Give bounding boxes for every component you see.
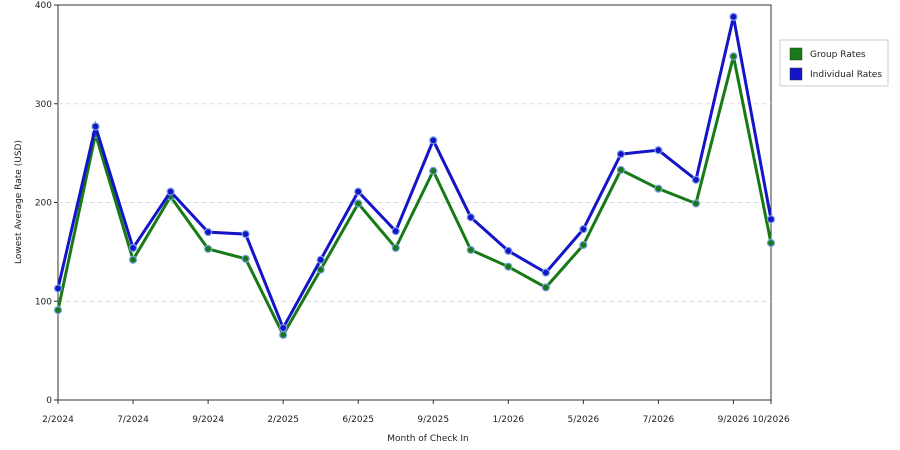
data-point bbox=[241, 254, 250, 263]
data-point bbox=[354, 199, 363, 208]
data-point bbox=[579, 225, 588, 234]
x-tick-label: 9/2026 bbox=[718, 415, 750, 425]
data-point bbox=[729, 52, 738, 61]
data-point bbox=[128, 255, 138, 264]
data-point bbox=[541, 283, 550, 292]
y-axis-label: Lowest Average Rate (USD) bbox=[14, 140, 24, 264]
data-point bbox=[91, 122, 100, 131]
x-tick-label: 7/2026 bbox=[643, 415, 675, 425]
legend-swatch bbox=[789, 67, 803, 81]
data-point bbox=[654, 184, 663, 193]
data-point bbox=[654, 146, 663, 155]
x-tick-label: 2/2025 bbox=[267, 415, 299, 425]
data-point bbox=[766, 238, 776, 248]
x-tick-label: 9/2025 bbox=[417, 415, 449, 425]
data-point bbox=[691, 199, 701, 208]
y-tick-label: 400 bbox=[35, 1, 52, 11]
data-point bbox=[128, 243, 138, 253]
data-point bbox=[354, 187, 363, 196]
data-point bbox=[316, 255, 325, 264]
data-point bbox=[766, 215, 776, 224]
data-point bbox=[279, 323, 288, 333]
data-point bbox=[53, 284, 63, 293]
data-point bbox=[616, 150, 625, 159]
data-point bbox=[429, 166, 438, 175]
data-point bbox=[466, 245, 475, 254]
data-point bbox=[729, 12, 738, 21]
data-point bbox=[466, 213, 475, 222]
data-point bbox=[616, 165, 625, 175]
data-point bbox=[504, 262, 513, 271]
data-point bbox=[541, 268, 550, 277]
x-tick-label: 2/2024 bbox=[42, 415, 74, 425]
legend-label: Individual Rates bbox=[810, 70, 882, 80]
x-axis-label: Month of Check In bbox=[387, 434, 469, 444]
x-tick-label: 1/2026 bbox=[492, 415, 524, 425]
data-point bbox=[241, 230, 250, 239]
y-tick-label: 200 bbox=[35, 199, 52, 209]
series-line bbox=[56, 55, 773, 339]
data-point bbox=[279, 330, 288, 339]
x-tick-label: 7/2024 bbox=[117, 415, 149, 425]
data-point bbox=[204, 244, 213, 254]
x-tick-label: 9/2024 bbox=[192, 415, 224, 425]
y-tick-label: 300 bbox=[35, 100, 52, 110]
data-point bbox=[504, 246, 513, 255]
data-point bbox=[316, 265, 325, 274]
data-point bbox=[204, 228, 213, 237]
x-tick-label: 10/2026 bbox=[752, 415, 790, 425]
data-point bbox=[53, 306, 63, 315]
series-line bbox=[56, 16, 773, 332]
x-tick-label: 5/2026 bbox=[568, 415, 600, 425]
legend-swatch bbox=[789, 47, 803, 61]
data-point bbox=[391, 243, 400, 253]
data-point bbox=[691, 175, 701, 184]
data-point bbox=[429, 136, 438, 145]
y-tick-label: 0 bbox=[46, 396, 52, 406]
y-tick-label: 100 bbox=[35, 297, 52, 307]
x-tick-label: 6/2025 bbox=[342, 415, 374, 425]
data-point bbox=[579, 240, 588, 250]
data-point bbox=[391, 227, 400, 236]
legend-label: Group Rates bbox=[810, 50, 866, 60]
data-point bbox=[166, 187, 175, 196]
